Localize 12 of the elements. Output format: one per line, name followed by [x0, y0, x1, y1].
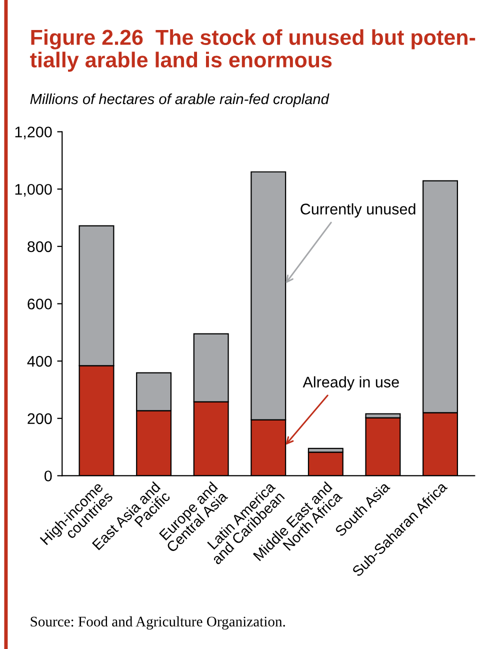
y-tick-label: 1,200 [15, 126, 52, 140]
source-note: Source: Food and Agriculture Organization. [30, 616, 285, 630]
series-label: Already in use [302, 376, 399, 391]
y-axis-title: Millions of hectares of arable rain-fed cropland [30, 93, 330, 108]
y-tick-label: 1,000 [15, 184, 52, 197]
series-label: Currently unused [300, 203, 416, 218]
y-tick-label: 0 [44, 470, 52, 482]
y-tick-label: 800 [28, 241, 52, 252]
y-tick-label: 400 [27, 356, 52, 367]
chart-title: Figure 2.26 The stock of unused but poten- tially arable land is enormous [30, 29, 476, 72]
y-tick-label: 600 [28, 298, 52, 310]
y-tick-label: 200 [28, 413, 52, 424]
